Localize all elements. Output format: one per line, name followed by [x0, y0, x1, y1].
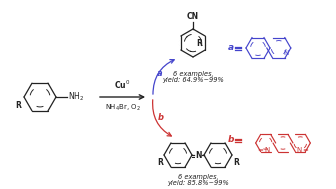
Text: Cu$^0$: Cu$^0$	[114, 79, 131, 91]
Text: N: N	[283, 50, 289, 56]
Text: b: b	[158, 114, 164, 122]
Text: N: N	[264, 147, 269, 153]
Text: 6 examples,: 6 examples,	[173, 71, 213, 77]
Text: N: N	[195, 150, 201, 160]
Text: N: N	[297, 147, 302, 153]
Text: =: =	[258, 147, 264, 153]
Text: yield: 64.9%~99%: yield: 64.9%~99%	[162, 77, 224, 83]
Text: R: R	[233, 158, 239, 167]
Text: R: R	[15, 101, 21, 110]
Text: a: a	[157, 70, 163, 78]
Text: R: R	[157, 158, 163, 167]
Text: 6 examples,: 6 examples,	[178, 174, 218, 180]
Text: a: a	[228, 43, 234, 53]
Text: yield: 85.8%~99%: yield: 85.8%~99%	[167, 180, 229, 186]
Text: NH$_2$: NH$_2$	[68, 91, 84, 103]
Text: NH$_4$Br, O$_2$: NH$_4$Br, O$_2$	[104, 103, 140, 113]
Text: CN: CN	[187, 12, 199, 21]
Text: =: =	[302, 147, 308, 153]
Text: b: b	[228, 136, 235, 145]
Text: R: R	[196, 39, 202, 48]
